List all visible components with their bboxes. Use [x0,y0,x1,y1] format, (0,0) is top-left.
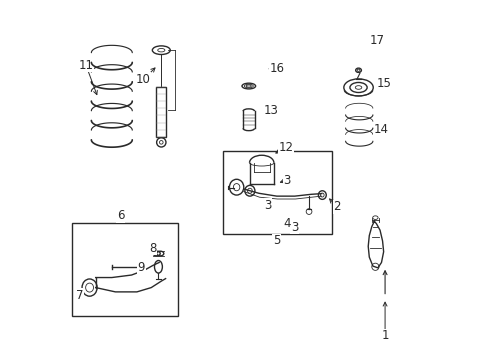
Text: 13: 13 [264,104,278,117]
Text: 11: 11 [79,59,93,72]
Text: 12: 12 [278,141,293,154]
Text: 8: 8 [149,242,157,255]
Text: 16: 16 [269,62,284,75]
Text: 6: 6 [117,210,124,222]
Text: 17: 17 [369,33,384,47]
Text: 14: 14 [372,123,387,136]
Text: 4: 4 [283,216,290,230]
Text: 3: 3 [283,174,290,186]
Text: 1: 1 [381,329,388,342]
Text: 9: 9 [137,261,144,274]
Bar [72,223,178,316]
Text: 3: 3 [290,221,298,234]
Text: 10: 10 [136,73,150,86]
Text: 2: 2 [333,201,340,213]
Bar [223,151,332,234]
Text: 3: 3 [264,199,271,212]
Text: 5: 5 [272,234,280,247]
Bar [156,87,166,137]
Text: 7: 7 [76,289,83,302]
Text: 15: 15 [376,77,391,90]
